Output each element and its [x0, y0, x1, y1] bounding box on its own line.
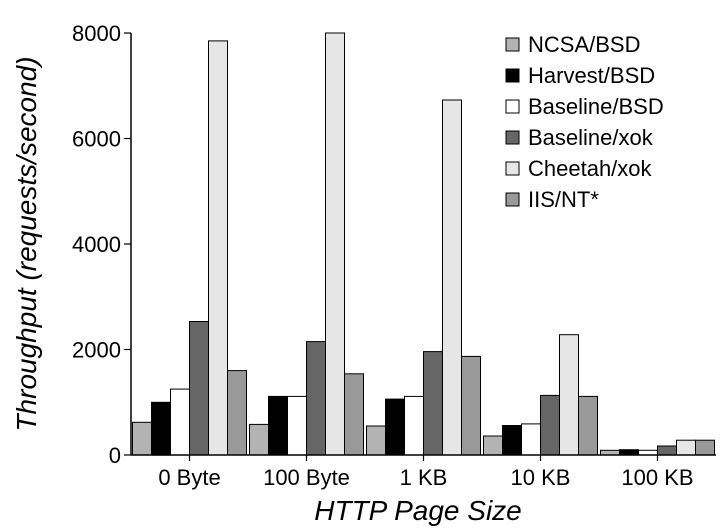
- legend-swatch: [505, 130, 520, 145]
- legend-swatch: [505, 192, 520, 207]
- bar-baseline-xok-3: [540, 394, 560, 456]
- legend-label: Harvest/BSD: [528, 63, 655, 88]
- bar-baseline-bsd-0: [170, 388, 190, 456]
- y-ticks: 0 2000 4000 6000 8000: [72, 21, 131, 468]
- bar-ncsa-bsd-0: [132, 421, 152, 456]
- legend-label: Cheetah/xok: [528, 156, 653, 181]
- x-ticks: 0 Byte 100 Byte 1 KB 10 KB 100 KB: [158, 455, 694, 490]
- legend-swatch: [505, 99, 520, 114]
- bar-baseline-xok-4: [657, 445, 677, 456]
- y-tick-label: 0: [109, 443, 121, 468]
- bar-iis-nt-3: [578, 395, 598, 456]
- bar-harvest-bsd-0: [151, 401, 171, 456]
- legend-label: Baseline/BSD: [528, 94, 664, 119]
- bar-iis-nt-0: [227, 370, 247, 456]
- x-tick-label: 100 Byte: [263, 465, 350, 490]
- bar-baseline-xok-2: [423, 351, 443, 456]
- x-axis-title: HTTP Page Size: [314, 495, 521, 526]
- bar-baseline-xok-0: [189, 321, 209, 456]
- bar-cheetah-xok-2: [442, 99, 462, 456]
- bar-harvest-bsd-4: [619, 449, 639, 456]
- y-tick-label: 4000: [72, 232, 121, 257]
- y-tick-label: 6000: [72, 127, 121, 152]
- legend-label: IIS/NT*: [528, 187, 599, 212]
- x-tick-label: 1 KB: [400, 465, 448, 490]
- bar-cheetah-xok-3: [559, 334, 579, 456]
- x-tick-label: 100 KB: [621, 465, 693, 490]
- bar-cheetah-xok-0: [208, 40, 228, 456]
- bar-cheetah-xok-4: [676, 439, 696, 456]
- legend-swatch: [505, 68, 520, 83]
- bar-iis-nt-4: [695, 439, 715, 456]
- bar-cheetah-xok-1: [325, 32, 345, 456]
- bar-ncsa-bsd-3: [483, 435, 503, 456]
- x-tick-label: 0 Byte: [158, 465, 220, 490]
- legend-swatch: [505, 37, 520, 52]
- bar-harvest-bsd-3: [502, 425, 522, 456]
- bar-baseline-bsd-3: [521, 423, 541, 456]
- bar-harvest-bsd-1: [268, 395, 288, 456]
- bar-ncsa-bsd-1: [249, 423, 269, 456]
- legend-swatch: [505, 161, 520, 176]
- bars: [132, 32, 715, 456]
- y-tick-label: 8000: [72, 21, 121, 46]
- y-axis-title: Throughput (requests/second): [11, 56, 42, 431]
- y-tick-label: 2000: [72, 338, 121, 363]
- legend-label: NCSA/BSD: [528, 32, 640, 57]
- legend: NCSA/BSD Harvest/BSD Baseline/BSD Baseline/…: [505, 32, 664, 212]
- x-tick-label: 10 KB: [511, 465, 571, 490]
- bar-iis-nt-1: [344, 373, 364, 456]
- legend-label: Baseline/xok: [528, 125, 654, 150]
- bar-baseline-bsd-2: [404, 395, 424, 456]
- bar-baseline-xok-1: [306, 341, 326, 456]
- bar-baseline-bsd-1: [287, 395, 307, 456]
- bar-ncsa-bsd-2: [366, 425, 386, 456]
- bar-harvest-bsd-2: [385, 398, 405, 456]
- bar-iis-nt-2: [461, 355, 481, 456]
